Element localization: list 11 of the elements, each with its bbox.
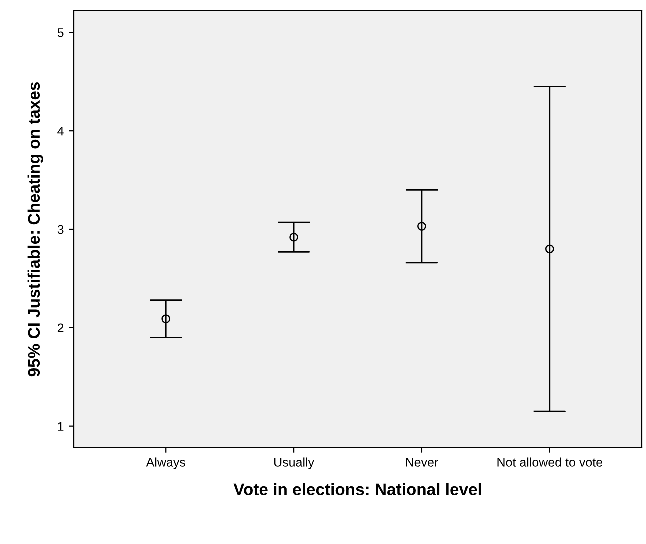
y-tick-label: 1: [58, 422, 64, 431]
y-tick-label: 5: [58, 28, 64, 38]
x-tick-label: Usually: [274, 458, 315, 470]
y-axis-title: 95% CI Justifiable: Cheating on taxes: [28, 82, 44, 377]
x-tick-label: Always: [146, 458, 186, 470]
y-tick-label: 2: [58, 324, 64, 332]
y-tick-label: 3: [58, 225, 64, 234]
x-tick-label: Not allowed to vote: [498, 458, 602, 467]
y-tick-label: 4: [58, 127, 64, 136]
x-axis-title: Vote in elections: National level: [234, 483, 482, 496]
x-tick-label: Never: [406, 458, 438, 467]
